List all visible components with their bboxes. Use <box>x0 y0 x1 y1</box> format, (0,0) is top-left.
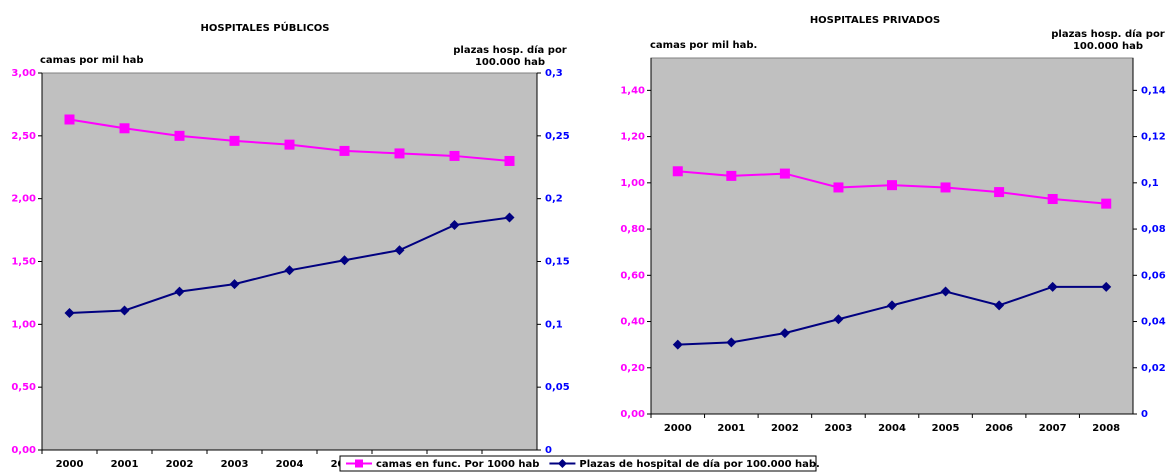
point <box>672 339 683 350</box>
point <box>394 245 405 256</box>
y2-axis-label: plazas hosp. día por <box>1051 28 1165 40</box>
point <box>504 212 515 223</box>
point <box>994 300 1005 311</box>
point <box>449 220 460 231</box>
chart-title: HOSPITALES PÚBLICOS <box>201 21 330 34</box>
x-tick-label: 2001 <box>111 459 139 470</box>
point <box>174 130 185 141</box>
y2-tick-label: 0,15 <box>545 257 570 268</box>
x-tick-label: 2000 <box>56 459 84 470</box>
y2-tick-label: 0,1 <box>545 319 563 330</box>
plot-area <box>650 57 1134 415</box>
point <box>887 300 897 311</box>
x-tick-label: 2004 <box>878 423 906 434</box>
y2-tick-label: 0,04 <box>1141 317 1166 328</box>
x-tick-label: 2002 <box>771 423 799 434</box>
point <box>940 182 951 193</box>
point <box>119 123 130 134</box>
x-tick-label: 2003 <box>221 459 249 470</box>
x-tick-label: 2006 <box>985 423 1013 434</box>
y-tick-label: 1,50 <box>11 257 36 268</box>
y-tick-label: 0,00 <box>11 445 36 456</box>
point <box>119 305 130 316</box>
y2-tick-label: 0,2 <box>545 194 563 205</box>
point <box>64 114 75 125</box>
y-tick-label: 1,40 <box>620 85 645 96</box>
y2-tick-label: 0 <box>545 445 552 456</box>
legend <box>339 455 817 472</box>
point <box>449 150 460 161</box>
point <box>940 286 951 297</box>
point <box>229 279 240 290</box>
y2-tick-label: 0,06 <box>1141 270 1166 281</box>
point <box>394 148 405 159</box>
y-tick-label: 0,80 <box>620 224 645 235</box>
y2-tick-label: 0,1 <box>1141 178 1159 189</box>
point <box>994 187 1005 198</box>
y2-tick-label: 0,25 <box>545 131 570 142</box>
point <box>174 286 185 297</box>
y-tick-label: 1,00 <box>11 319 36 330</box>
x-tick-label: 2007 <box>1039 423 1067 434</box>
point <box>726 170 737 181</box>
point <box>504 155 515 166</box>
y2-axis-label: 100.000 hab <box>1073 41 1143 52</box>
x-tick-label: 2000 <box>664 423 692 434</box>
y-tick-label: 0,50 <box>11 382 36 393</box>
y2-tick-label: 0,02 <box>1141 363 1166 374</box>
point <box>779 168 790 179</box>
x-tick-label: 2001 <box>717 423 745 434</box>
point <box>726 337 737 348</box>
y-tick-label: 2,00 <box>11 194 36 205</box>
y2-tick-label: 0,05 <box>545 382 570 393</box>
point <box>833 314 844 325</box>
y2-tick-label: 0,12 <box>1141 132 1166 143</box>
point <box>1047 281 1058 292</box>
chart-title: HOSPITALES PRIVADOS <box>810 15 940 26</box>
y-tick-label: 0,40 <box>620 317 645 328</box>
point <box>779 328 790 339</box>
y2-axis-label: 100.000 hab <box>475 57 545 68</box>
point <box>229 135 240 146</box>
point <box>64 308 75 319</box>
point <box>284 265 295 276</box>
point <box>1047 194 1058 205</box>
y-tick-label: 2,50 <box>11 131 36 142</box>
y-tick-label: 0,20 <box>620 363 645 374</box>
y-tick-label: 3,00 <box>11 68 36 79</box>
point <box>887 180 897 191</box>
point <box>672 166 683 177</box>
legend-marker <box>557 459 567 468</box>
point <box>284 139 295 150</box>
y-tick-label: 1,20 <box>620 132 645 143</box>
point <box>339 145 350 156</box>
point <box>1101 198 1112 209</box>
y2-axis-label: plazas hosp. día por <box>453 44 567 56</box>
y2-tick-label: 0,08 <box>1141 224 1166 235</box>
point <box>1101 281 1112 292</box>
x-tick-label: 2005 <box>932 423 960 434</box>
x-tick-label: 2004 <box>276 459 304 470</box>
y2-tick-label: 0 <box>1141 409 1148 420</box>
x-tick-label: 2003 <box>825 423 853 434</box>
point <box>833 182 844 193</box>
x-tick-label: 2008 <box>1092 423 1120 434</box>
y-axis-label: camas por mil hab <box>40 55 144 66</box>
y-tick-label: 0,60 <box>620 270 645 281</box>
x-tick-label: 2002 <box>166 459 194 470</box>
y-axis-label: camas por mil hab. <box>650 40 757 51</box>
legend-label: camas en func. Por 1000 hab <box>376 459 539 470</box>
y2-tick-label: 0,3 <box>545 68 563 79</box>
legend-marker <box>355 459 363 468</box>
y-tick-label: 0,00 <box>620 409 645 420</box>
legend-label: Plazas de hospital de día por 100.000 ha… <box>579 458 819 470</box>
y-tick-label: 1,00 <box>620 178 645 189</box>
y2-tick-label: 0,14 <box>1141 85 1166 96</box>
point <box>339 255 350 266</box>
plot-area <box>41 72 538 451</box>
